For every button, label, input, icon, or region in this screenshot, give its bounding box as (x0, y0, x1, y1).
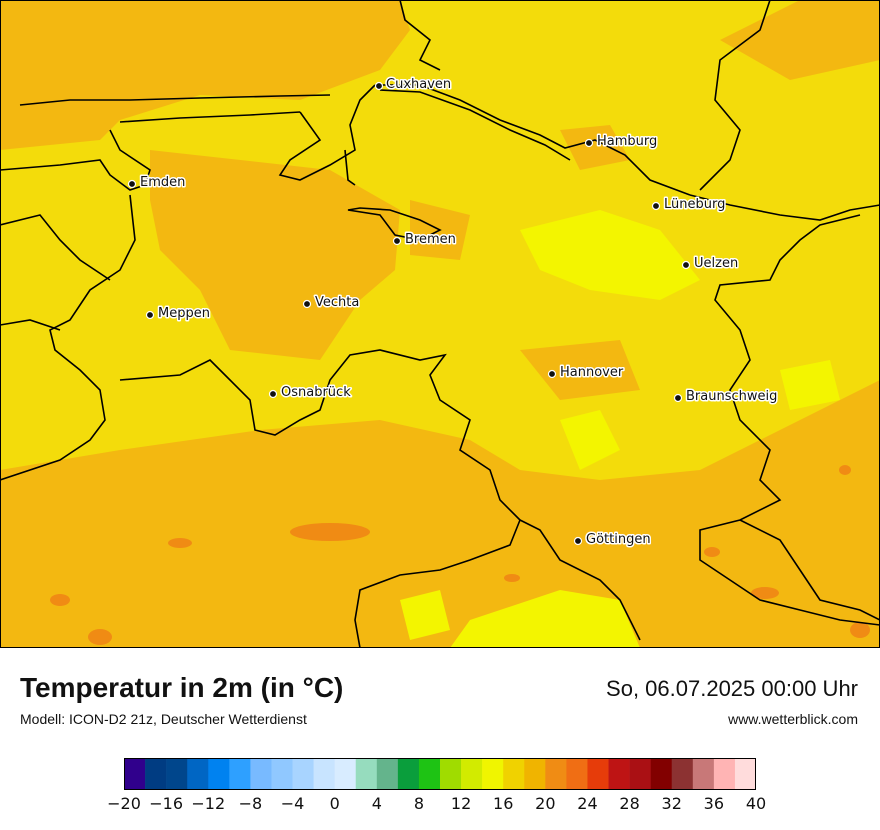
colorbar-tick-label: 40 (745, 794, 767, 813)
city-uelzen[interactable]: Uelzen (681, 255, 740, 273)
city-meppen[interactable]: Meppen (145, 305, 211, 323)
colorbar-swatch (461, 758, 483, 790)
colorbar-swatch (650, 758, 673, 790)
colorbar-tick-label: 4 (371, 794, 382, 813)
colorbar-tick-label: 20 (535, 794, 556, 813)
colorbar-swatch (313, 758, 335, 790)
city-label: Hannover (560, 365, 624, 380)
colorbar-tick-label: −20 (107, 794, 141, 813)
colorbar-tick-label: −16 (149, 794, 184, 813)
colorbar-swatch (355, 758, 378, 790)
city-label: Osnabrück (281, 385, 351, 400)
city-markers: Cuxhaven Hamburg Emden Lüneburg Bremen U… (127, 76, 779, 549)
colorbar-swatch (482, 758, 504, 790)
city-osnabrueck[interactable]: Osnabrück (268, 384, 353, 402)
colorbar-swatch (124, 758, 146, 790)
colorbar-tick-label: 32 (661, 794, 682, 813)
model-subtitle: Modell: ICON-D2 21z, Deutscher Wetterdie… (20, 711, 307, 727)
city-braunschweig[interactable]: Braunschweig (673, 388, 779, 406)
colorbar-swatch (692, 758, 715, 790)
colorbar-swatch (334, 758, 357, 790)
colorbar-swatch (271, 758, 293, 790)
city-vechta[interactable]: Vechta (302, 294, 361, 312)
city-emden[interactable]: Emden (127, 174, 187, 192)
city-hamburg[interactable]: Hamburg (584, 133, 659, 151)
colorbar-tick-label: −8 (238, 794, 263, 813)
cool-areas (400, 210, 840, 648)
colorbar-swatch (145, 758, 167, 790)
city-label: Uelzen (694, 256, 738, 271)
warm-areas (0, 0, 880, 648)
colorbar-swatch (166, 758, 188, 790)
colorbar-swatch (376, 758, 399, 790)
colorbar-tick-label: 0 (329, 794, 340, 813)
colorbar-swatch (608, 758, 630, 790)
colorbar-swatch (503, 758, 525, 790)
colorbar-swatch (187, 758, 209, 790)
city-label: Vechta (315, 295, 359, 310)
colorbar-tick-label: −4 (280, 794, 305, 813)
colorbar-tick-label: 8 (413, 794, 425, 813)
colorbar-tick-label: 16 (493, 794, 514, 813)
city-label: Braunschweig (686, 389, 777, 404)
colorbar-swatch (566, 758, 588, 790)
colorbar-swatch (734, 758, 756, 790)
city-label: Lüneburg (664, 197, 725, 212)
colorbar-swatch (629, 758, 651, 790)
colorbar-swatch (545, 758, 567, 790)
forecast-datetime: So, 06.07.2025 00:00 Uhr (606, 676, 858, 701)
city-label: Emden (140, 175, 185, 190)
website-link[interactable]: www.wetterblick.com (728, 711, 858, 727)
city-hannover[interactable]: Hannover (547, 364, 625, 382)
colorbar-swatch (713, 758, 736, 790)
colorbar-swatch (292, 758, 314, 790)
city-label: Göttingen (586, 532, 651, 547)
colorbar-swatch (418, 758, 441, 790)
colorbar-swatch (229, 758, 251, 790)
colorbar-tick-label: 28 (619, 794, 640, 813)
city-label: Meppen (158, 306, 210, 321)
temperature-colorbar (124, 758, 756, 790)
city-cuxhaven[interactable]: Cuxhaven (374, 76, 453, 94)
borders (0, 0, 880, 648)
colorbar-swatch (397, 758, 420, 790)
colorbar-frame (124, 758, 756, 790)
city-label: Cuxhaven (386, 77, 451, 92)
hot-spots (50, 465, 870, 645)
colorbar-tick-label: 36 (703, 794, 725, 813)
temperature-map: Cuxhaven Hamburg Emden Lüneburg Bremen U… (0, 0, 880, 648)
city-goettingen[interactable]: Göttingen (573, 531, 652, 549)
city-label: Hamburg (597, 134, 657, 149)
city-lueneburg[interactable]: Lüneburg (651, 196, 727, 214)
colorbar-swatch (440, 758, 462, 790)
colorbar-tick-label: 12 (450, 794, 472, 813)
city-bremen[interactable]: Bremen (392, 231, 457, 249)
colorbar-swatch (524, 758, 546, 790)
colorbar-swatch (587, 758, 609, 790)
colorbar-tick-label: 24 (577, 794, 598, 813)
colorbar-swatch (671, 758, 694, 790)
colorbar-swatch (208, 758, 230, 790)
colorbar-tick-labels: −20 −16 −12 −8 −4 0 4 8 12 16 20 24 28 32 36 40 (0, 794, 880, 818)
colorbar-swatch (250, 758, 272, 790)
colorbar-tick-label: −12 (191, 794, 226, 813)
map-title: Temperatur in 2m (in °C) (20, 672, 344, 703)
city-label: Bremen (405, 232, 456, 247)
